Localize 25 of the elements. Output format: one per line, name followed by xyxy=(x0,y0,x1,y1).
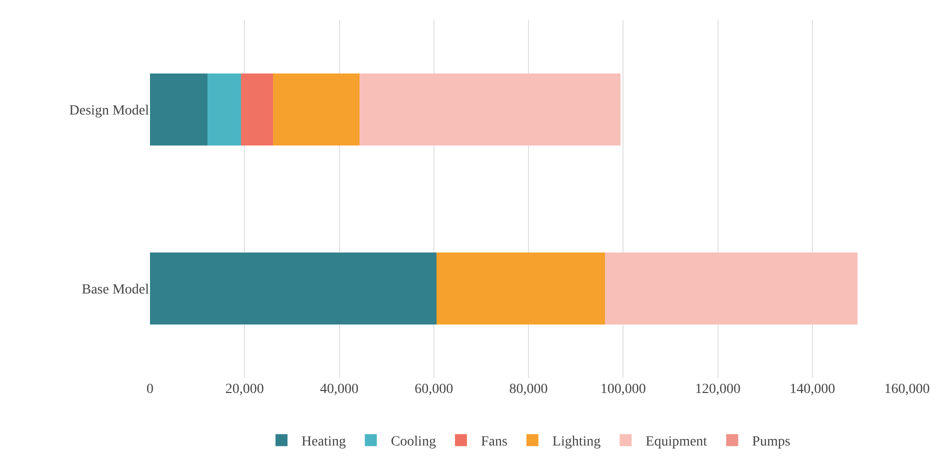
legend-label: Cooling xyxy=(390,434,436,450)
x-tick-label: 80,000 xyxy=(509,382,548,397)
bar xyxy=(273,74,360,146)
bar xyxy=(150,74,208,146)
x-tick-label: 160,000 xyxy=(884,382,930,397)
x-tick-label: 140,000 xyxy=(790,382,836,397)
x-tick-label: 120,000 xyxy=(695,382,740,397)
legend-label: Equipment xyxy=(646,434,708,450)
x-tick-label: 0 xyxy=(146,382,154,397)
y-tick-label: Design Model xyxy=(69,103,150,118)
bar xyxy=(605,252,858,324)
x-tick-label: 40,000 xyxy=(320,382,358,397)
bar xyxy=(150,252,437,324)
x-tick-label: 100,000 xyxy=(600,382,646,397)
bar xyxy=(360,74,620,146)
legend-label: Fans xyxy=(480,434,508,450)
legend-label: Lighting xyxy=(552,434,601,450)
y-tick-label: Base Model xyxy=(82,282,150,298)
x-tick-label: 20,000 xyxy=(225,382,264,397)
bar xyxy=(436,252,606,324)
legend-label: Pumps xyxy=(752,434,790,450)
x-tick-label: 60,000 xyxy=(414,382,454,397)
bar xyxy=(240,74,274,146)
bar xyxy=(207,74,241,146)
legend-label: Heating xyxy=(302,434,346,450)
